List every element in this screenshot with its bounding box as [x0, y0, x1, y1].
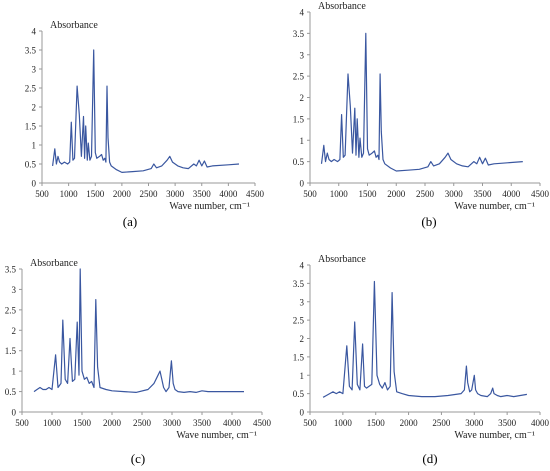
x-tick-label-b: 3500: [474, 189, 493, 199]
y-axis-title-a: Absorbance: [50, 20, 98, 31]
y-tick-label-b: 2.5: [293, 72, 305, 82]
chart-c: 0 0.5 1 1.5 2 2.5 3 3.5 500 1000 1500 2000 2500 3000 3…: [5, 258, 272, 441]
x-tick-label-b: 4500: [531, 189, 550, 199]
x-axis-title-a: Wave number, cm⁻¹: [169, 201, 250, 212]
y-tick-label-d: 0.5: [293, 389, 305, 399]
caption-c: (c): [130, 451, 146, 466]
y-axis-title-b: Absorbance: [318, 1, 366, 12]
spectrum-line-d: [322, 280, 527, 398]
x-tick-label-a: 1000: [60, 189, 79, 199]
x-tick-label-d: 4000: [531, 418, 550, 428]
y-tick-label-b: 1: [300, 136, 305, 146]
x-tick-label-c: 1000: [43, 418, 62, 428]
y-tick-label-a: 1.5: [25, 122, 37, 132]
x-tick-label-a: 3000: [166, 189, 185, 199]
x-tick-label-d: 3500: [498, 418, 516, 428]
y-tick-label-c: 2: [12, 326, 17, 336]
y-tick-label-b: 0: [300, 179, 305, 189]
x-tick-label-c: 1500: [73, 418, 92, 428]
y-tick-label-a: 3: [32, 65, 37, 75]
x-tick-label-a: 4500: [246, 189, 265, 199]
caption-b: (b): [421, 214, 437, 229]
y-tick-label-a: 0: [32, 179, 37, 189]
y-tick-label-b: 2: [300, 93, 305, 103]
x-tick-label-c: 4000: [223, 418, 242, 428]
y-tick-label-d: 0: [300, 408, 305, 418]
spectrum-line-a: [52, 49, 240, 173]
y-tick-label-d: 4: [300, 261, 305, 271]
x-tick-label-b: 1000: [330, 189, 349, 199]
y-tick-label-a: 0.5: [25, 160, 37, 170]
y-axis-title-c: Absorbance: [30, 258, 78, 269]
y-tick-label-c: 0: [12, 408, 17, 418]
x-tick-label-c: 3500: [193, 418, 212, 428]
x-tick-label-b: 500: [303, 189, 317, 199]
x-tick-label-d: 1000: [334, 418, 353, 428]
y-tick-label-a: 1: [32, 141, 37, 151]
x-tick-label-a: 2000: [113, 189, 132, 199]
y-tick-label-a: 2.5: [25, 84, 37, 94]
y-axis-title-d: Absorbance: [318, 254, 366, 265]
x-tick-label-d: 3000: [465, 418, 484, 428]
x-tick-label-c: 500: [15, 418, 29, 428]
y-tick-label-d: 1.5: [293, 352, 305, 362]
y-tick-label-b: 0.5: [293, 157, 305, 167]
y-tick-label-c: 3.5: [5, 265, 17, 275]
x-tick-label-a: 3500: [193, 189, 212, 199]
y-tick-label-d: 1: [300, 371, 305, 381]
x-tick-label-b: 2500: [416, 189, 435, 199]
x-tick-label-a: 500: [35, 189, 49, 199]
x-axis-title-c: Wave number, cm⁻¹: [176, 430, 257, 441]
panel-d: 0 0.5 1 1.5 2 2.5 3 3.5 4 500 1000 1500 2000 2500 3000…: [275, 236, 550, 471]
y-tick-label-b: 1.5: [293, 114, 305, 124]
y-tick-label-c: 0.5: [5, 387, 17, 397]
x-tick-label-c: 4500: [253, 418, 272, 428]
x-tick-label-d: 1500: [367, 418, 386, 428]
x-tick-label-c: 2500: [133, 418, 152, 428]
x-tick-label-c: 2000: [103, 418, 122, 428]
y-tick-label-c: 2.5: [5, 305, 17, 315]
x-tick-label-c: 3000: [163, 418, 182, 428]
y-tick-label-d: 3.5: [293, 279, 305, 289]
y-tick-label-a: 2: [32, 103, 37, 113]
x-tick-label-b: 3000: [445, 189, 464, 199]
y-tick-label-c: 1.5: [5, 346, 17, 356]
y-tick-label-a: 3.5: [25, 46, 37, 56]
x-tick-label-d: 500: [303, 418, 317, 428]
x-tick-label-a: 1500: [86, 189, 105, 199]
x-tick-label-a: 2500: [140, 189, 159, 199]
y-tick-label-a: 4: [32, 27, 37, 37]
x-tick-label-b: 1500: [359, 189, 378, 199]
caption-a: (a): [122, 214, 138, 229]
panel-c: 0 0.5 1 1.5 2 2.5 3 3.5 500 1000 1500 2000 2500 3000 3…: [0, 236, 275, 471]
x-tick-label-b: 4000: [502, 189, 521, 199]
caption-d: (d): [422, 451, 438, 466]
x-axis-title-b: Wave number, cm⁻¹: [454, 201, 535, 212]
panel-b: 0 0.5 1 1.5 2 2.5 3 3.5 4 500 1000 1500 2000 2500 3000…: [275, 0, 550, 236]
y-tick-label-d: 3: [300, 297, 305, 307]
y-tick-label-b: 3: [300, 50, 305, 60]
y-tick-label-d: 2.5: [293, 316, 305, 326]
x-axis-title-d: Wave number, cm⁻¹: [454, 430, 535, 441]
x-tick-label-d: 2000: [400, 418, 419, 428]
y-tick-label-b: 4: [300, 8, 305, 18]
x-tick-label-d: 2500: [432, 418, 451, 428]
y-tick-label-d: 2: [300, 334, 305, 344]
spectrum-line-b: [320, 32, 523, 172]
spectrum-line-c: [33, 268, 244, 393]
panel-a: 0 0.5 1 1.5 2 2.5 3 3.5 4 500 1000 1500 2000 2500 3000…: [0, 0, 275, 236]
y-tick-label-b: 3.5: [293, 29, 305, 39]
x-tick-label-a: 4000: [219, 189, 238, 199]
y-tick-label-c: 1: [12, 367, 17, 377]
chart-d: 0 0.5 1 1.5 2 2.5 3 3.5 4 500 1000 1500 2000 2500 3000…: [293, 254, 550, 441]
x-tick-label-b: 2000: [387, 189, 406, 199]
y-tick-label-c: 3: [12, 285, 17, 295]
